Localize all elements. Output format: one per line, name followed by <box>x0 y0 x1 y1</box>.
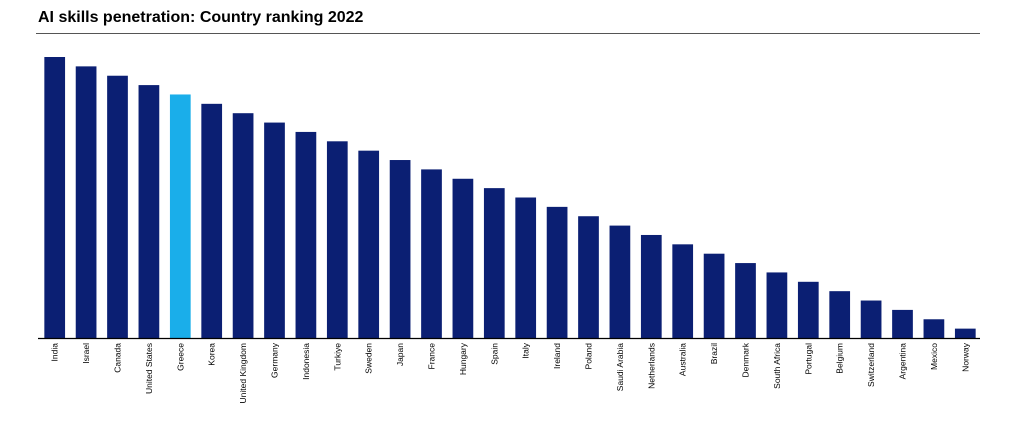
bar-united-states <box>138 85 160 338</box>
category-label-poland: Poland <box>584 343 594 370</box>
category-label-sweden: Sweden <box>364 343 374 374</box>
category-labels-group: India Israel Canada United States Greece Kore… <box>50 342 971 403</box>
bar-poland <box>578 216 599 338</box>
bar-denmark <box>735 263 756 338</box>
bars-group <box>44 57 976 339</box>
bar-india <box>44 57 66 338</box>
category-label-india: India <box>50 343 60 362</box>
bar-saudi-arabia <box>609 225 631 338</box>
bar-south-africa <box>766 272 788 338</box>
bar-belgium <box>829 291 851 338</box>
category-label-norway: Norway <box>960 342 970 372</box>
category-label-united-states: United States <box>144 343 154 394</box>
bar-germany <box>264 122 285 338</box>
category-label-united-kingdom: United Kingdom <box>238 343 248 403</box>
category-label-argentina: Argentina <box>898 343 908 380</box>
category-label-hungary: Hungary <box>458 342 468 375</box>
chart-title: AI skills penetration: Country ranking 2… <box>38 9 364 26</box>
bar-hungary <box>452 178 474 338</box>
bar-greece <box>169 94 191 338</box>
bar-canada <box>107 75 128 338</box>
bar-italy <box>515 197 537 338</box>
category-label-switzerland: Switzerland <box>866 343 876 387</box>
category-label-spain: Spain <box>489 343 499 365</box>
bar-netherlands <box>640 234 662 338</box>
bar-australia <box>672 244 694 338</box>
category-label-canada: Canada <box>113 343 123 373</box>
bar-israel <box>75 66 97 339</box>
bar-sweden <box>358 150 380 338</box>
bar-turkiye <box>326 141 348 338</box>
bar-japan <box>389 160 411 338</box>
bar-united-kingdom <box>232 113 254 338</box>
category-label-japan: Japan <box>395 343 405 366</box>
category-label-saudi-arabia: Saudi Arabia <box>615 343 625 391</box>
category-label-mexico: Mexico <box>929 343 939 370</box>
bar-indonesia <box>295 131 317 338</box>
bar-portugal <box>797 281 819 338</box>
bar-france <box>421 169 442 338</box>
category-label-netherlands: Netherlands <box>646 343 656 389</box>
category-label-turkiye: Turkiye <box>332 343 342 371</box>
category-label-portugal: Portugal <box>803 343 813 375</box>
bar-brazil <box>703 253 725 338</box>
category-label-brazil: Brazil <box>709 343 719 364</box>
bar-argentina <box>892 309 913 338</box>
category-label-belgium: Belgium <box>835 343 845 374</box>
category-label-denmark: Denmark <box>741 342 751 377</box>
category-label-ireland: Ireland <box>552 343 562 369</box>
bar-spain <box>483 188 505 338</box>
bar-ireland <box>546 206 568 338</box>
category-label-germany: Germany <box>270 342 280 378</box>
category-label-israel: Israel <box>81 343 91 364</box>
category-label-france: France <box>427 343 437 370</box>
bar-mexico <box>923 319 945 338</box>
category-label-indonesia: Indonesia <box>301 343 311 380</box>
bar-norway <box>954 328 976 338</box>
category-label-south-africa: South Africa <box>772 343 782 389</box>
bar-korea <box>201 103 223 338</box>
category-label-greece: Greece <box>175 343 185 371</box>
category-label-korea: Korea <box>207 343 217 366</box>
category-label-italy: Italy <box>521 342 531 358</box>
category-label-australia: Australia <box>678 343 688 376</box>
bar-switzerland <box>860 300 882 338</box>
title-divider <box>36 33 980 34</box>
